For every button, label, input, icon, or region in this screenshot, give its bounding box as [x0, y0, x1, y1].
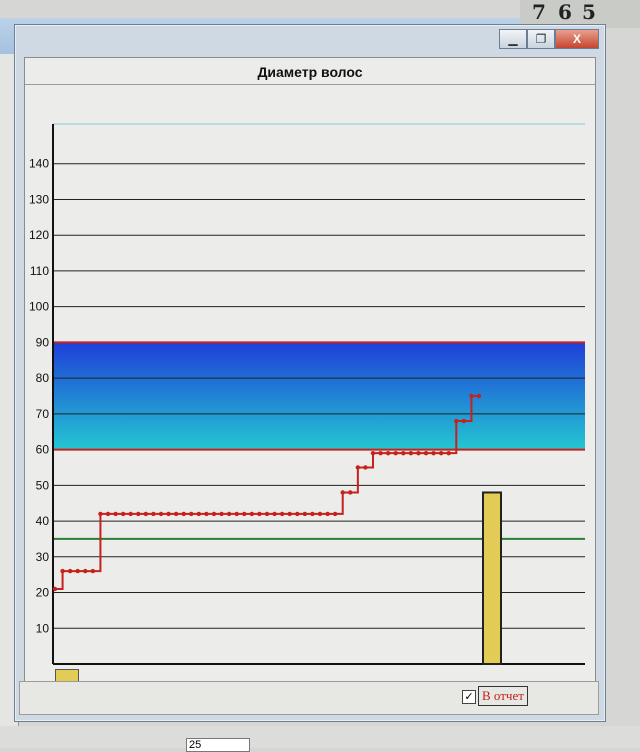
lower-form-area	[0, 726, 640, 748]
clock-widget: 7 6 5	[520, 0, 640, 28]
series-point	[272, 511, 277, 517]
series-point	[98, 511, 103, 517]
series-point	[279, 511, 285, 517]
series-point	[302, 511, 308, 517]
series-point	[423, 450, 429, 456]
series-point	[143, 511, 149, 517]
y-tick-label: 70	[36, 407, 50, 421]
series-point	[469, 393, 474, 399]
series-point	[90, 568, 96, 574]
series-point	[105, 511, 111, 517]
series-point	[317, 511, 323, 517]
series-point	[173, 511, 179, 517]
series-point	[204, 511, 209, 517]
series-point	[438, 450, 444, 456]
series-point	[113, 511, 118, 517]
window-controls: ▁ ❐ X	[499, 29, 599, 49]
series-point	[393, 450, 398, 456]
series-point	[52, 586, 58, 592]
clock-digit: 5	[582, 0, 596, 24]
title-divider	[25, 84, 595, 85]
series-point	[219, 511, 224, 517]
series-point	[461, 418, 467, 424]
series-point	[60, 568, 65, 574]
series-point	[181, 511, 186, 517]
series-point	[332, 511, 338, 517]
close-icon[interactable]: X	[555, 29, 599, 49]
series-point	[476, 393, 482, 399]
y-tick-label: 40	[36, 514, 50, 528]
series-point	[416, 450, 421, 456]
y-tick-label: 100	[29, 300, 49, 314]
clock-digit: 6	[558, 0, 572, 24]
bar	[482, 491, 502, 666]
value-field[interactable]: 25	[186, 738, 250, 752]
series-point	[446, 450, 451, 456]
maximize-icon[interactable]: ❐	[527, 29, 555, 49]
y-tick-label: 120	[29, 228, 49, 242]
report-checkbox[interactable]: ✓	[462, 690, 476, 704]
series-point	[83, 568, 88, 574]
chart-window: ▁ ❐ X Диаметр волос 10 20 30 40 50 60 70 80 90 10…	[14, 24, 606, 722]
series-point	[264, 511, 270, 517]
chart-panel: Диаметр волос 10 20 30 40 50 60 70 80 90 100 110 12…	[24, 57, 596, 685]
series-point	[378, 450, 383, 456]
series-point	[226, 511, 232, 517]
y-tick-label: 130	[29, 192, 49, 206]
series-point	[166, 511, 171, 517]
series-point	[295, 511, 300, 517]
minimize-icon[interactable]: ▁	[499, 29, 527, 49]
series-point	[431, 450, 436, 456]
series-point	[151, 511, 156, 517]
series-point	[242, 511, 247, 517]
series-point	[348, 490, 353, 495]
report-strip: ✓ В отчет	[19, 681, 599, 715]
y-tick-label: 60	[36, 443, 50, 457]
report-label[interactable]: В отчет	[478, 686, 528, 706]
series-point	[325, 511, 330, 517]
series-point	[234, 511, 239, 517]
series-point	[158, 511, 164, 517]
series-point	[454, 418, 459, 424]
chart-title: Диаметр волос	[257, 64, 363, 80]
y-tick-label: 110	[30, 264, 49, 278]
series-point	[196, 511, 202, 517]
y-tick-label: 90	[36, 335, 50, 349]
series-point	[385, 450, 391, 456]
series-point	[363, 465, 368, 470]
series-point	[340, 490, 345, 495]
series-point	[401, 450, 406, 456]
series-point	[257, 511, 262, 517]
series-point	[189, 511, 194, 517]
series-point	[408, 450, 414, 456]
series-point	[136, 511, 141, 517]
y-tick-label: 50	[36, 478, 50, 492]
series-point	[310, 511, 315, 517]
chart-plot: 10 20 30 40 50 60 70 80 90 100 110 120 130 140	[29, 123, 585, 666]
y-tick-label: 80	[36, 371, 50, 385]
clock-digit: 7	[532, 0, 546, 24]
series-point	[355, 465, 361, 470]
series-point	[67, 568, 73, 574]
y-tick-label: 30	[36, 550, 50, 564]
series-point	[128, 511, 133, 517]
series-point	[75, 568, 80, 574]
series-line	[55, 395, 479, 590]
series-point	[211, 511, 217, 517]
series-point	[120, 511, 126, 517]
series-point	[249, 511, 255, 517]
y-tick-label: 20	[36, 586, 50, 600]
y-tick-label: 140	[29, 157, 49, 171]
series-point	[287, 511, 292, 517]
y-tick-label: 10	[36, 621, 50, 635]
series-point	[370, 450, 376, 456]
normal-range-band	[53, 342, 585, 450]
